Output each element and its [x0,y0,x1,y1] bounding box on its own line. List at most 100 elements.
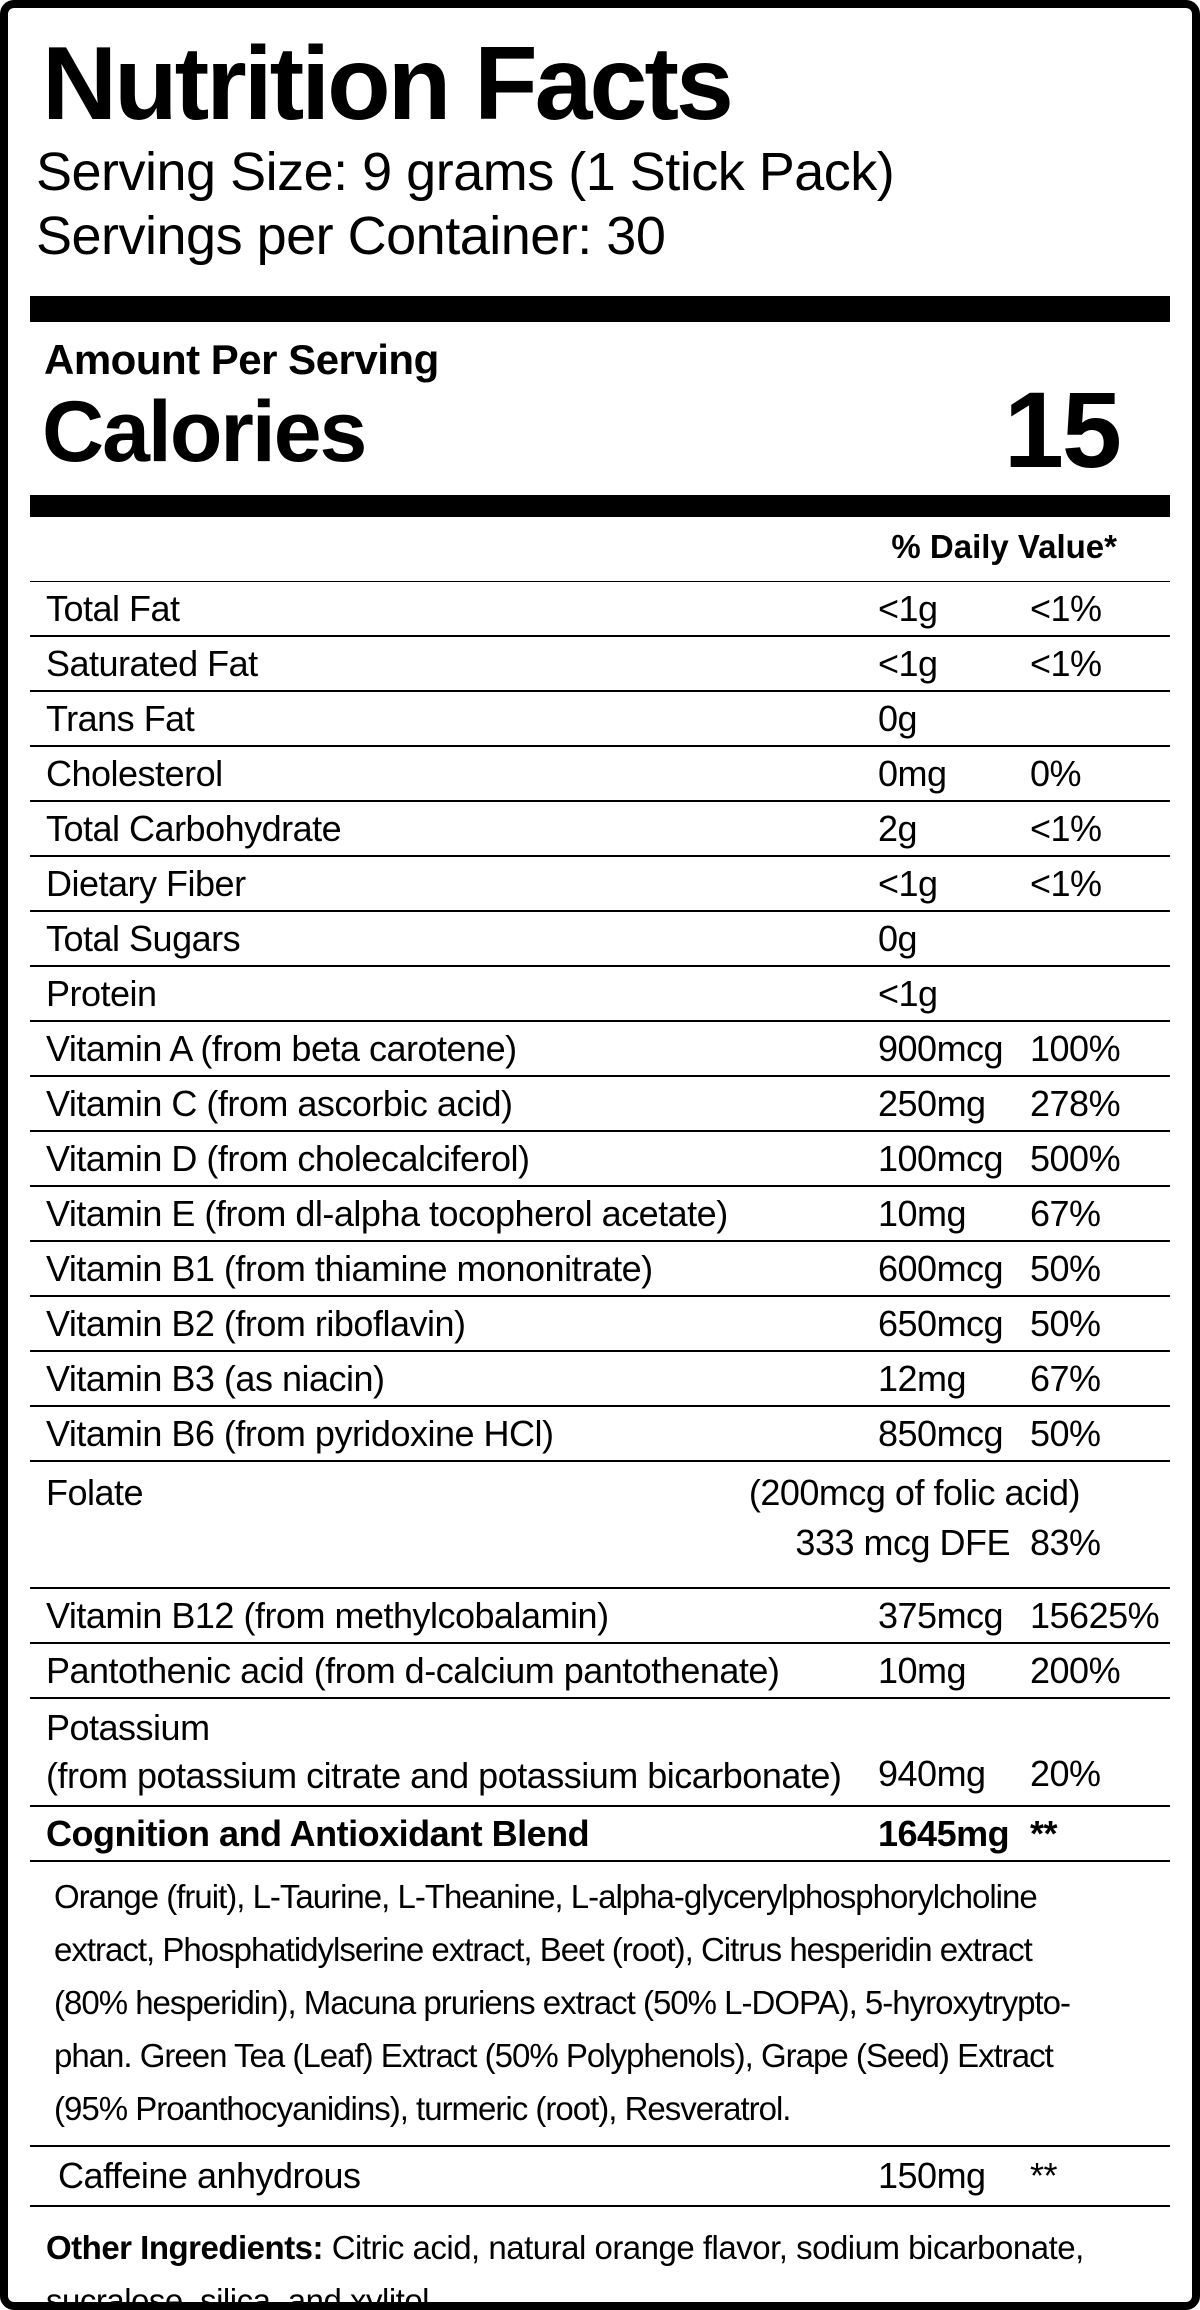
table-row: Saturated Fat <1g <1% [30,637,1170,692]
nutrient-label: Potassium (from potassium citrate and pot… [46,1707,842,1796]
nutrient-label: Total Carbohydrate [46,807,342,849]
nutrient-label: Protein [46,972,157,1014]
nutrient-label: Pantothenic acid (from d-calcium pantoth… [46,1649,780,1691]
nutrient-label: Cholesterol [46,752,223,794]
nutrient-amount: <1g [878,862,938,904]
table-row: Cholesterol 0mg 0% [30,747,1170,802]
amount-per-serving-label: Amount Per Serving [44,336,439,383]
table-row: Vitamin B3 (as niacin) 12mg 67% [30,1352,1170,1407]
nutrient-dv: 278% [1030,1082,1121,1124]
calories-row: Calories 15 [30,376,1170,484]
nutrient-label: Vitamin C (from ascorbic acid) [46,1082,513,1124]
nutrient-dv: 67% [1030,1192,1101,1234]
other-ingredients-prefix: Other Ingredients: [46,2229,324,2266]
separator-bar-top [30,296,1170,322]
nutrient-amount: 0g [878,917,918,959]
serving-size: Serving Size: 9 grams (1 Stick Pack) [36,142,895,202]
nutrient-label: Vitamin B1 (from thiamine mononitrate) [46,1247,653,1289]
nutrient-label: Vitamin B12 (from methylcobalamin) [46,1594,609,1636]
nutrient-amount: 333 mcg DFE [795,1522,1010,1563]
nutrient-label: Vitamin B3 (as niacin) [46,1357,385,1399]
table-row: Trans Fat 0g [30,692,1170,747]
blend-description-line: Orange (fruit), L-Taurine, L-Theanine, L… [54,1878,1038,1915]
nutrient-amount: 0g [878,697,918,739]
nutrient-amount: 10mg [878,1192,967,1234]
table-row: Vitamin A (from beta carotene) 900mcg 100% [30,1022,1170,1077]
nutrient-dv: 15625% [1030,1594,1160,1636]
nutrient-dv: ** [1030,1812,1058,1854]
nutrient-dv: <1% [1030,587,1102,629]
nutrient-note: (200mcg of folic acid) [748,1472,1081,1513]
nutrient-dv: 200% [1030,1649,1121,1691]
calories-value: 15 [1003,369,1122,490]
nutrient-label: Total Fat [46,587,180,629]
nutrient-dv: 500% [1030,1137,1121,1179]
nutrient-label: Vitamin A (from beta carotene) [46,1027,517,1069]
nutrient-amount: 10mg [878,1649,967,1691]
table-row: Vitamin D (from cholecalciferol) 100mcg 50… [30,1132,1170,1187]
label-title: Nutrition Facts [42,26,734,142]
other-ingredients-line2: sucralose, silica, and xylitol. [46,2282,438,2310]
nutrient-label: Vitamin B6 (from pyridoxine HCl) [46,1412,554,1454]
nutrient-amount: <1g [878,642,938,684]
table-row: Caffeine anhydrous 150mg ** [30,2147,1170,2207]
table-row: Protein <1g [30,967,1170,1022]
nutrient-dv: 20% [1030,1753,1101,1794]
table-row: Total Sugars 0g [30,912,1170,967]
blend-description-line: (95% Proanthocyanidins), turmeric (root)… [54,2090,791,2127]
table-row-folate: Folate (200mcg of folic acid) 333 mcg DFE 8… [30,1462,1170,1589]
nutrient-dv: <1% [1030,862,1102,904]
table-row: Total Fat <1g <1% [30,582,1170,637]
nutrient-amount: 600mcg [878,1247,1004,1289]
nutrient-dv: 67% [1030,1357,1101,1399]
nutrient-table: Total Fat <1g <1% Saturated Fat <1g <1% Trans … [30,582,1170,1862]
nutrient-dv: 50% [1030,1247,1101,1289]
other-ingredients: Other Ingredients: Citric acid, natural … [30,2207,1170,2310]
table-row: Vitamin C (from ascorbic acid) 250mg 278% [30,1077,1170,1132]
nutrient-label: Folate [46,1472,144,1513]
blend-description-line: phan. Green Tea (Leaf) Extract (50% Poly… [54,2037,1054,2074]
nutrient-dv: 50% [1030,1412,1101,1454]
table-row: Cognition and Antioxidant Blend 1645mg ** [30,1807,1170,1862]
daily-value-header: % Daily Value* [30,517,1170,582]
nutrient-dv: <1% [1030,807,1102,849]
nutrient-amount: 2g [878,807,918,849]
nutrient-amount: 850mcg [878,1412,1004,1454]
nutrient-dv: 0% [1030,752,1082,794]
nutrient-label: Dietary Fiber [46,862,246,904]
nutrient-label: Vitamin B2 (from riboflavin) [46,1302,466,1344]
nutrient-amount: 250mg [878,1082,986,1124]
nutrient-amount: 0mg [878,752,947,794]
other-ingredients-rest: Citric acid, natural orange flavor, sodi… [323,2229,1085,2266]
nutrient-dv: <1% [1030,642,1102,684]
nutrient-dv: 50% [1030,1302,1101,1344]
nutrient-amount: 100mcg [878,1137,1004,1179]
servings-per-container: Servings per Container: 30 [36,206,666,266]
calories-label: Calories [42,384,367,480]
nutrient-amount: 940mg [878,1753,986,1794]
table-row: Vitamin B6 (from pyridoxine HCl) 850mcg 50… [30,1407,1170,1462]
table-row: Vitamin E (from dl-alpha tocopherol acet… [30,1187,1170,1242]
nutrient-amount: 12mg [878,1357,967,1399]
nutrient-label: Vitamin E (from dl-alpha tocopherol acet… [46,1192,728,1234]
other-ingredients-line1: Other Ingredients: Citric acid, natural … [46,2221,1160,2274]
blend-description-line: (80% hesperidin), Macuna pruriens extrac… [54,1984,1071,2021]
nutrient-amount: 900mcg [878,1027,1004,1069]
nutrient-dv: ** [1030,2155,1058,2196]
nutrient-label: Caffeine anhydrous [58,2155,361,2196]
nutrient-amount: 650mcg [878,1302,1004,1344]
nutrient-label: Cognition and Antioxidant Blend [46,1812,590,1854]
nutrient-label: Trans Fat [46,697,195,739]
nutrient-amount: <1g [878,972,938,1014]
table-row: Dietary Fiber <1g <1% [30,857,1170,912]
nutrient-amount: 150mg [878,2155,986,2196]
separator-bar-calories [30,495,1170,517]
nutrient-label: Vitamin D (from cholecalciferol) [46,1137,530,1179]
nutrient-dv: 83% [1030,1522,1101,1563]
caffeine-table: Caffeine anhydrous 150mg ** [30,2147,1170,2207]
table-row: Total Carbohydrate 2g <1% [30,802,1170,857]
nutrient-label: Total Sugars [46,917,241,959]
nutrient-amount: 375mcg [878,1594,1004,1636]
table-row: Vitamin B12 (from methylcobalamin) 375mcg… [30,1589,1170,1644]
table-row: Potassium (from potassium citrate and pot… [30,1699,1170,1807]
